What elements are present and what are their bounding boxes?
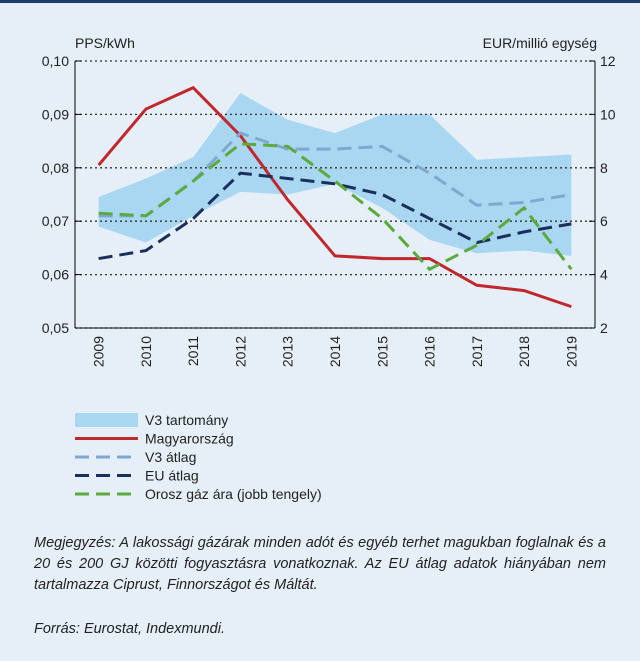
y-tick-label: 0,05 — [42, 320, 69, 336]
legend-label: Magyarország — [145, 431, 234, 447]
y-tick-label: 0,06 — [42, 267, 69, 283]
x-tick-label: 2011 — [185, 336, 201, 366]
source: Forrás: Eurostat, Indexmundi. — [34, 621, 225, 637]
y-tick-label: 0,08 — [42, 160, 69, 176]
note: Megjegyzés: A lakossági gázárak minden a… — [34, 535, 606, 593]
y2-tick-label: 4 — [600, 267, 608, 283]
y2-tick-label: 12 — [600, 53, 616, 69]
y2-tick-label: 10 — [600, 106, 616, 122]
y2-tick-label: 6 — [600, 213, 608, 229]
legend-label: V3 átlag — [145, 449, 196, 465]
series-line — [98, 142, 573, 272]
y-tick-label: 0,10 — [42, 53, 69, 69]
x-tick-label: 2013 — [280, 336, 296, 367]
x-tick-label: 2015 — [374, 336, 390, 367]
legend-label: V3 tartomány — [145, 412, 228, 428]
x-tick-label: 2018 — [516, 336, 532, 367]
y2-tick-label: 2 — [600, 320, 608, 336]
x-tick-label: 2009 — [91, 336, 107, 367]
legend-swatch — [75, 413, 138, 427]
series-line — [97, 85, 572, 309]
y-tick-label: 0,09 — [42, 106, 69, 122]
legend-label: EU átlag — [145, 468, 199, 484]
x-tick-label: 2010 — [138, 336, 154, 367]
legend-label: Orosz gáz ára (jobb tengely) — [145, 486, 322, 502]
x-tick-label: 2017 — [469, 336, 485, 367]
y-tick-label: 0,07 — [42, 213, 69, 229]
x-tick-label: 2016 — [422, 336, 438, 367]
y2-axis-label: EUR/millió egység — [483, 35, 597, 51]
series-line — [98, 171, 572, 261]
x-tick-label: 2014 — [327, 336, 343, 367]
y-axis-label: PPS/kWh — [75, 35, 135, 51]
x-tick-label: 2012 — [232, 336, 248, 367]
chart: PPS/kWh EUR/millió egység 0,05 0,06 0,07 0,… — [42, 35, 616, 502]
x-tick-label: 2019 — [563, 336, 579, 367]
range-band — [98, 93, 572, 256]
y2-tick-label: 8 — [600, 160, 608, 176]
